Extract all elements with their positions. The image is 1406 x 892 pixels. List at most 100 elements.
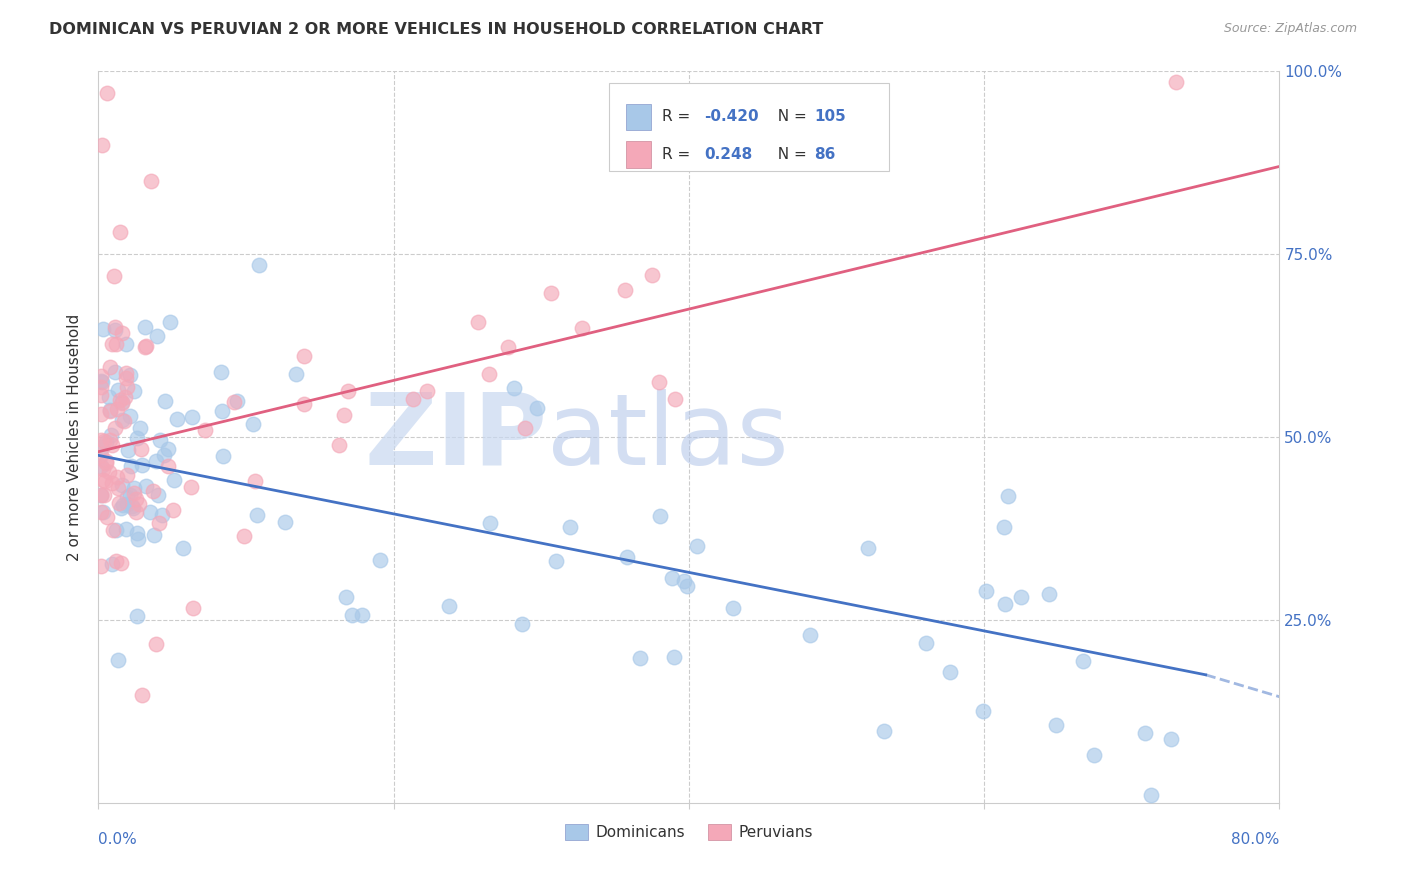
Point — [103, 523, 125, 537]
Point — [496, 340, 519, 354]
Point — [939, 665, 962, 679]
Point — [93, 505, 115, 519]
Point — [613, 283, 636, 297]
Point — [247, 258, 270, 272]
Point — [540, 285, 562, 300]
Point — [134, 340, 156, 354]
Point — [150, 508, 173, 522]
Point — [120, 458, 142, 473]
Point — [180, 480, 202, 494]
Text: 80.0%: 80.0% — [1232, 832, 1279, 847]
Point — [648, 376, 671, 390]
Point — [1135, 725, 1157, 739]
Point — [1160, 731, 1182, 746]
Point — [115, 468, 138, 483]
Point — [111, 326, 134, 341]
Text: R =: R = — [662, 110, 696, 125]
Point — [94, 434, 117, 449]
Point — [104, 421, 127, 435]
Point — [135, 339, 157, 353]
Point — [159, 315, 181, 329]
Point — [111, 395, 134, 409]
Text: 0.248: 0.248 — [704, 146, 752, 161]
Point — [125, 491, 148, 506]
Point — [972, 704, 994, 718]
Point — [479, 516, 502, 530]
Point — [124, 485, 146, 500]
Point — [127, 532, 149, 546]
Point — [91, 473, 114, 487]
Point — [225, 393, 247, 408]
Point — [242, 417, 264, 431]
Y-axis label: 2 or more Vehicles in Household: 2 or more Vehicles in Household — [67, 313, 83, 561]
Point — [163, 473, 186, 487]
Point — [94, 475, 117, 489]
Point — [337, 384, 360, 398]
Point — [799, 628, 821, 642]
Text: DOMINICAN VS PERUVIAN 2 OR MORE VEHICLES IN HOUSEHOLD CORRELATION CHART: DOMINICAN VS PERUVIAN 2 OR MORE VEHICLES… — [49, 22, 824, 37]
Point — [172, 541, 194, 556]
Point — [91, 462, 114, 476]
Point — [672, 574, 695, 588]
Point — [90, 458, 112, 473]
Point — [107, 653, 129, 667]
Point — [107, 481, 129, 495]
Text: Source: ZipAtlas.com: Source: ZipAtlas.com — [1223, 22, 1357, 36]
Point — [333, 409, 356, 423]
Point — [134, 320, 156, 334]
Point — [292, 349, 315, 363]
Point — [648, 509, 671, 524]
Point — [546, 554, 568, 568]
Text: ZIP: ZIP — [364, 389, 547, 485]
Point — [94, 456, 117, 470]
Point — [117, 442, 139, 457]
Point — [526, 401, 548, 416]
Point — [110, 556, 132, 570]
Point — [90, 505, 112, 519]
Point — [335, 591, 357, 605]
Point — [502, 381, 524, 395]
Point — [478, 367, 501, 381]
Point — [114, 371, 136, 385]
Point — [103, 365, 125, 379]
Point — [148, 516, 170, 530]
Point — [437, 599, 460, 613]
Point — [122, 500, 145, 515]
Point — [90, 558, 112, 573]
Point — [114, 390, 136, 404]
Point — [873, 724, 896, 739]
Point — [676, 579, 699, 593]
Point — [558, 520, 581, 534]
Point — [90, 388, 112, 402]
Point — [105, 402, 128, 417]
Point — [153, 448, 176, 462]
Point — [665, 146, 688, 161]
Point — [104, 337, 127, 351]
Point — [1083, 747, 1105, 762]
Point — [118, 488, 141, 502]
Point — [661, 571, 683, 585]
Point — [141, 174, 163, 188]
Text: N =: N = — [768, 110, 811, 125]
Point — [131, 688, 153, 702]
Text: atlas: atlas — [547, 389, 789, 485]
Point — [112, 414, 135, 428]
Point — [128, 497, 150, 511]
Point — [1166, 75, 1188, 89]
Point — [98, 403, 121, 417]
Point — [628, 651, 651, 665]
Point — [90, 407, 112, 421]
Point — [90, 488, 112, 502]
Point — [1038, 587, 1060, 601]
Point — [135, 478, 157, 492]
Point — [352, 607, 374, 622]
Point — [686, 539, 709, 553]
Point — [157, 442, 180, 457]
Point — [194, 423, 217, 437]
Point — [93, 488, 115, 502]
Point — [664, 392, 686, 406]
Text: N =: N = — [768, 146, 811, 161]
Point — [91, 137, 114, 152]
Point — [107, 496, 129, 510]
Point — [125, 505, 148, 519]
